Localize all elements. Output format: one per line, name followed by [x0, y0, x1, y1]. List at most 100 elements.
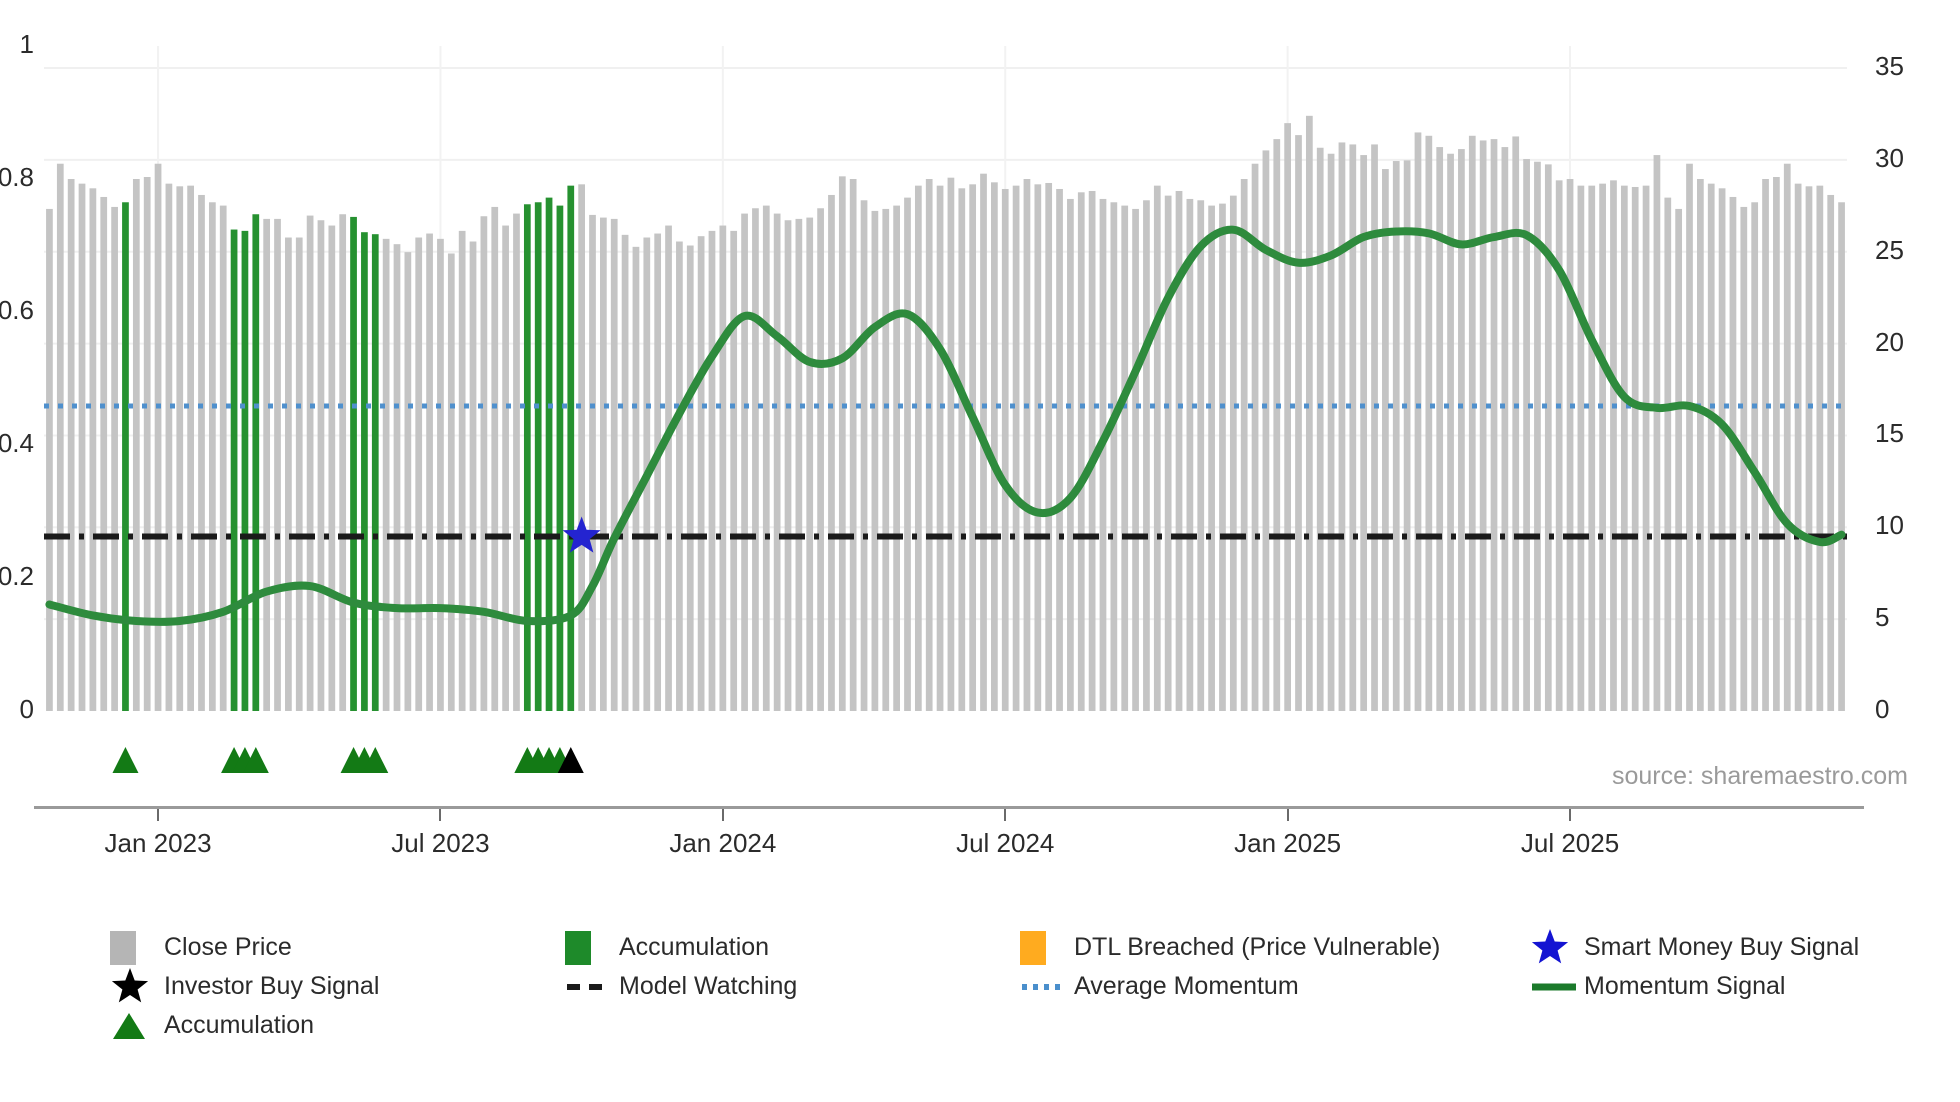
bar-close-price	[469, 241, 477, 711]
y-right-tick: 30	[1875, 142, 1904, 173]
bar-close-price	[1620, 185, 1628, 711]
chart-svg	[44, 46, 1847, 711]
bar-close-price	[1599, 183, 1606, 711]
bar-close-price	[969, 184, 977, 711]
bar-close-price	[295, 237, 303, 711]
y-left-tick: 0	[19, 694, 34, 724]
bar-close-price	[1034, 184, 1042, 711]
bar-accumulation	[252, 214, 260, 711]
dotted-line-blue-marker	[1020, 980, 1074, 994]
legend-item-accumulation[interactable]: Accumulation	[110, 1006, 314, 1045]
marker-band	[44, 735, 1847, 785]
y-left-tick: 0.4	[0, 428, 34, 458]
bar-close-price	[697, 236, 705, 711]
bar-close-price	[165, 183, 173, 711]
x-axis-tick	[1569, 809, 1572, 821]
bar-close-price	[78, 183, 86, 711]
bar-close-price	[480, 216, 488, 711]
bar-close-price	[1610, 180, 1617, 711]
bar-close-price	[1642, 185, 1650, 711]
source-caption: source: sharemaestro.com	[1612, 762, 1908, 790]
square-orange-swatch	[1020, 930, 1046, 965]
bar-accumulation	[241, 230, 249, 711]
legend-item-accumulation[interactable]: Accumulation	[565, 928, 769, 967]
bar-close-price	[871, 210, 879, 711]
bar-close-price	[1588, 185, 1596, 711]
bar-close-price	[1360, 155, 1368, 711]
bar-close-price	[904, 197, 911, 711]
bar-close-price	[1501, 147, 1509, 711]
accumulation-triangle-marker	[112, 747, 139, 773]
legend-item-close-price[interactable]: Close Price	[110, 928, 292, 967]
bar-close-price	[154, 163, 162, 711]
bar-close-price	[208, 202, 216, 711]
bar-close-price	[1686, 163, 1693, 711]
bar-close-price	[1219, 203, 1226, 711]
bar-close-price	[1794, 183, 1802, 711]
bar-close-price	[849, 179, 857, 711]
plot-area	[44, 46, 1847, 711]
bar-close-price	[914, 185, 922, 711]
bar-close-price	[1718, 188, 1726, 711]
legend-item-model-watching[interactable]: Model Watching	[565, 967, 797, 1006]
bar-close-price	[1555, 180, 1563, 711]
bar-close-price	[741, 213, 748, 711]
square-gray-swatch	[110, 930, 136, 965]
bar-close-price	[1077, 192, 1085, 711]
accumulation-marker-svg	[112, 747, 584, 773]
bar-close-price	[1208, 205, 1215, 711]
triangle-green-marker	[110, 1009, 164, 1043]
bar-close-price	[1382, 169, 1389, 711]
bar-close-price	[513, 213, 520, 711]
bar-close-price	[404, 252, 412, 711]
dotted-line-blue-swatch	[1022, 983, 1066, 990]
bar-close-price	[1110, 202, 1118, 711]
y-right-tick: 15	[1875, 418, 1904, 449]
legend-item-momentum-signal[interactable]: Momentum Signal	[1530, 967, 1785, 1006]
bar-close-price	[219, 205, 227, 711]
legend-item-average-momentum[interactable]: Average Momentum	[1020, 967, 1299, 1006]
legend-item-dtl-breached-price-vulnerable[interactable]: DTL Breached (Price Vulnerable)	[1020, 928, 1440, 967]
triangle-green-swatch	[113, 1012, 145, 1039]
bar-close-price	[1697, 179, 1704, 711]
bar-close-price	[1349, 144, 1357, 711]
bar-close-price	[1816, 185, 1824, 711]
dashed-line-black-marker	[565, 980, 619, 994]
bar-close-price	[1262, 150, 1270, 711]
y-right-tick: 20	[1875, 326, 1904, 357]
legend-item-smart-money-buy-signal[interactable]: Smart Money Buy Signal	[1530, 928, 1859, 967]
bar-close-price	[198, 194, 205, 711]
x-axis-tick-label: Jul 2023	[391, 828, 490, 858]
y-left-tick: 1	[19, 29, 34, 59]
bar-close-price	[56, 163, 64, 711]
bar-close-price	[621, 234, 629, 711]
x-axis-tick-label: Jan 2024	[669, 828, 777, 858]
bar-close-price	[1392, 161, 1400, 711]
bar-accumulation	[545, 197, 553, 711]
bar-close-price	[882, 208, 890, 711]
bar-close-price	[925, 179, 933, 711]
legend-item-label: Investor Buy Signal	[164, 972, 380, 1000]
bar-close-price	[1751, 202, 1759, 711]
bar-accumulation	[523, 204, 531, 711]
bar-close-price	[1566, 179, 1574, 711]
bar-close-price	[1664, 197, 1672, 711]
bar-close-price	[893, 205, 900, 711]
bar-close-price	[762, 205, 770, 711]
legend-item-investor-buy-signal[interactable]: Investor Buy Signal	[110, 967, 379, 1006]
bar-close-price	[632, 246, 640, 711]
bar-close-price	[306, 215, 314, 711]
bar-close-price	[1762, 179, 1769, 711]
bar-close-price	[1316, 147, 1324, 711]
bar-close-price	[263, 218, 271, 711]
bar-close-price	[285, 237, 292, 711]
bar-close-price	[1305, 115, 1313, 711]
bar-accumulation	[556, 205, 564, 711]
bar-close-price	[1164, 195, 1172, 711]
bar-accumulation	[371, 234, 379, 711]
bar-close-price	[317, 220, 325, 711]
bar-close-price	[1577, 185, 1585, 711]
bar-close-price	[578, 184, 585, 711]
y-right-tick: 10	[1875, 510, 1904, 541]
bar-close-price	[176, 186, 184, 711]
